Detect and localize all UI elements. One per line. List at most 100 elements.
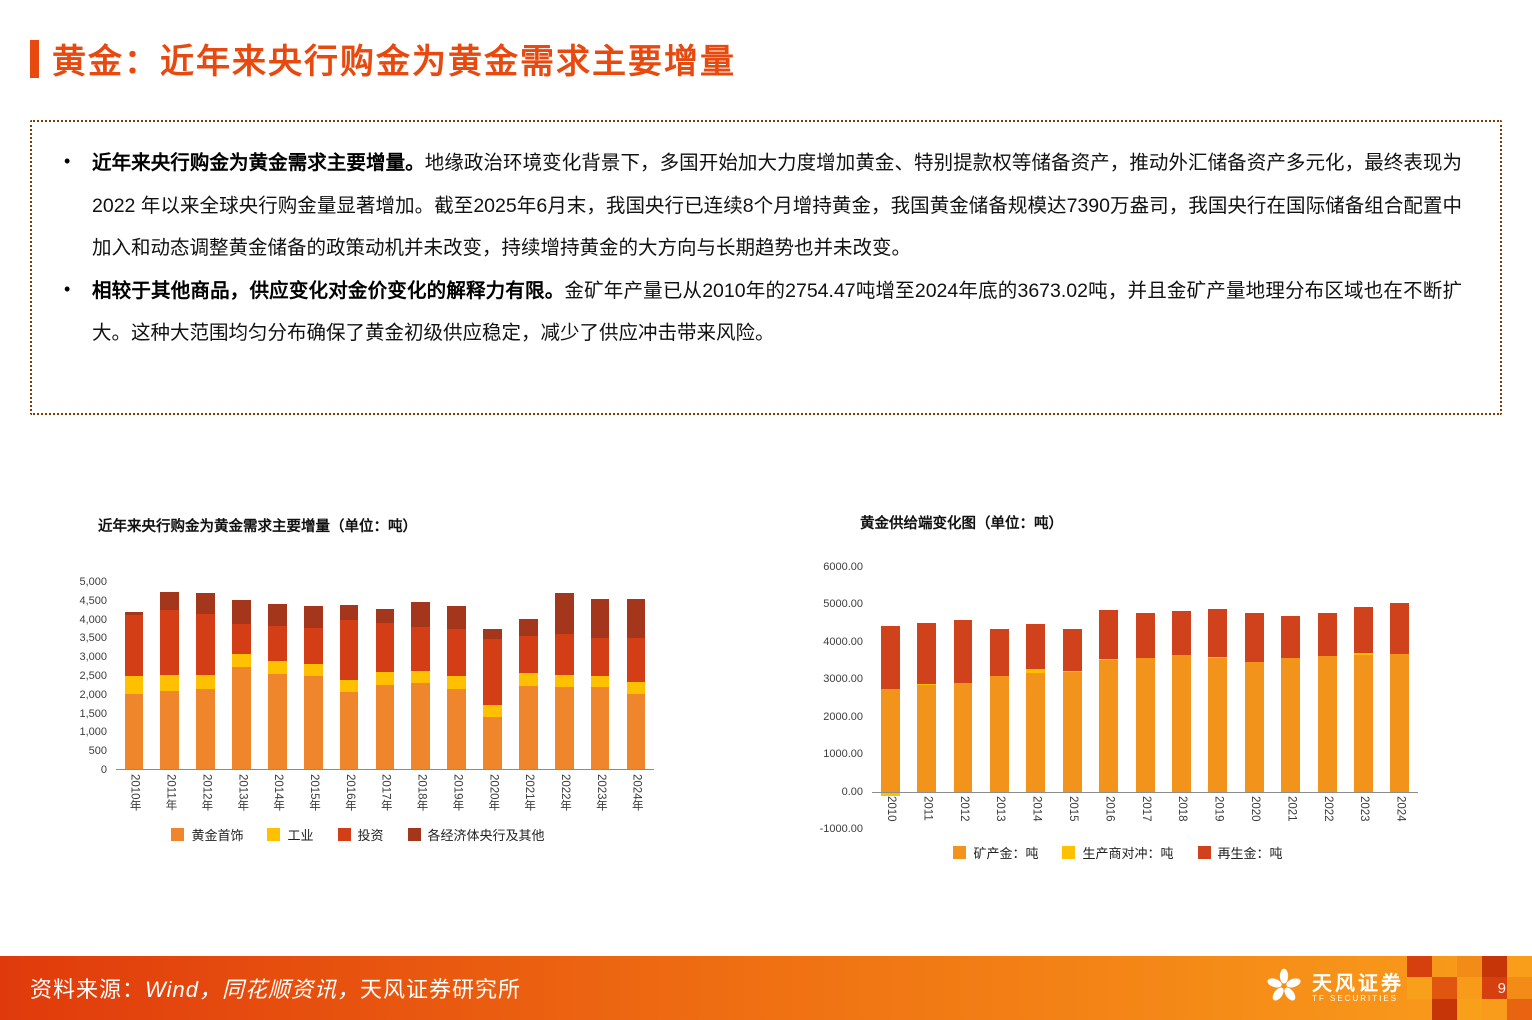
slide-header: 黄金：近年来央行购金为黄金需求主要增量 <box>30 34 736 83</box>
bar-segment <box>339 691 359 769</box>
bar-segment <box>196 614 215 675</box>
legend-swatch <box>337 828 351 842</box>
bar-segment <box>1208 656 1228 792</box>
y-tick-label: 1,500 <box>79 707 107 720</box>
bar-segment <box>626 694 646 769</box>
chart-legend: 黄金首饰 工业 投资 各经济体央行及其他 <box>62 825 654 844</box>
bar-2019 <box>1200 567 1236 829</box>
footer-mosaic-cell <box>1407 999 1432 1020</box>
chart-legend: 矿产金：吨 生产商对冲：吨 再生金：吨 <box>818 843 1418 862</box>
bar-2015年 <box>295 582 331 769</box>
bar-segment <box>303 676 323 769</box>
plot-wrap: 2010 2011 2012 2013 2014 2015 2016 2017 2018 2019… <box>872 567 1418 821</box>
x-tick-label: 2013 <box>994 795 1007 822</box>
bar-segment <box>1026 668 1046 673</box>
bar-segment <box>1317 613 1337 656</box>
bar-segment <box>1244 613 1264 662</box>
bars <box>872 567 1418 829</box>
bar-2010年 <box>116 582 152 769</box>
bar-segment <box>519 673 538 686</box>
bar-segment <box>339 679 359 692</box>
bar-2022年 <box>546 582 582 769</box>
bar-segment <box>232 653 251 668</box>
bar-segment <box>232 623 251 654</box>
y-tick-label: 1000.00 <box>823 748 863 761</box>
chart-title: 近年来央行购金为黄金需求主要增量（单位：吨） <box>98 519 417 535</box>
bar-2011年 <box>152 582 188 769</box>
y-tick-label: 2,000 <box>79 688 107 701</box>
bullet-marker: • <box>64 151 71 171</box>
bar-2024 <box>1382 567 1418 829</box>
bullet-item: • 相较于其他商品，供应变化对金价变化的解释力有限。金矿年产量已从2010年的2… <box>56 270 1462 355</box>
gold-demand-chart: 近年来央行购金为黄金需求主要增量（单位：吨） 5,000 4,500 4,000 3,… <box>62 515 654 844</box>
brand-name: 天风证券 <box>1312 972 1404 995</box>
y-tick-label: 3000.00 <box>823 673 863 686</box>
footer-mosaic-cell <box>1482 977 1507 999</box>
bar-segment <box>375 684 395 769</box>
bar-segment <box>411 602 431 627</box>
bar-segment <box>483 716 502 769</box>
y-tick-label: 5,000 <box>79 576 107 588</box>
legend-item: 投资 <box>337 825 384 844</box>
legend-swatch <box>1062 846 1076 859</box>
x-tick-label: 2020年 <box>487 774 500 812</box>
footer-mosaic-cell <box>1432 956 1457 977</box>
bar-segment <box>1099 660 1119 792</box>
bar-segment <box>447 606 466 629</box>
y-tick-label: 1,000 <box>79 726 107 739</box>
x-tick-label: 2023 <box>1358 795 1371 822</box>
bar-segment <box>626 681 646 695</box>
bar-segment <box>1281 615 1301 659</box>
bar-segment <box>953 683 973 792</box>
x-tick-label: 2011 <box>921 795 934 821</box>
footer-mosaic-cell <box>1457 956 1482 978</box>
bar-segment <box>1099 610 1119 659</box>
bar-2010 <box>872 567 908 829</box>
bar-segment <box>519 618 538 636</box>
bar-2021 <box>1272 567 1308 829</box>
x-axis: 2010年 2011年 2012年 2013年 2014年 2015年 2016年 2017年… <box>116 774 654 811</box>
bar-segment <box>590 687 610 769</box>
legend-label: 各经济体央行及其他 <box>427 828 545 844</box>
x-tick-label: 2021 <box>1285 795 1298 822</box>
bar-segment <box>554 675 574 687</box>
y-tick-label: -1000.00 <box>819 823 863 835</box>
bar-segment <box>1354 655 1373 792</box>
bar-segment <box>124 693 144 769</box>
x-tick-label: 2016年 <box>343 774 356 812</box>
legend-swatch <box>171 828 185 842</box>
y-tick-label: 4000.00 <box>823 635 863 648</box>
bars <box>116 582 654 769</box>
bar-2017年 <box>367 582 403 769</box>
bullet-body: 地缘政治环境变化背景下，多国开始加大力度增加黄金、特别提款权等储备资产，推动外汇… <box>92 152 1462 259</box>
bar-segment <box>375 608 395 623</box>
chart-body: 6000.00 5000.00 4000.00 3000.00 2000.00 1000.… <box>818 561 1418 835</box>
x-tick-label: 2022 <box>1321 795 1334 822</box>
x-tick-label: 2013年 <box>236 774 249 812</box>
x-tick-label: 2015年 <box>307 774 320 812</box>
x-tick-label: 2011年 <box>164 774 177 811</box>
y-tick-label: 3,500 <box>79 632 107 645</box>
legend-label: 矿产金：吨 <box>973 846 1039 861</box>
x-tick-label: 2014年 <box>272 774 285 812</box>
bar-segment <box>554 593 574 634</box>
bullet-text: 近年来央行购金为黄金需求主要增量。地缘政治环境变化背景下，多国开始加大力度增加黄… <box>92 142 1462 270</box>
bar-segment <box>268 673 287 769</box>
bar-2014 <box>1018 567 1054 829</box>
bar-segment <box>1208 608 1228 657</box>
x-tick-label: 2012 <box>957 795 970 822</box>
footer-mosaic-cell <box>1407 956 1432 978</box>
bar-2019年 <box>439 582 475 769</box>
footer-mosaic-cell <box>1407 977 1432 999</box>
x-tick-label: 2018 <box>1176 795 1189 822</box>
x-tick-label: 2022年 <box>558 774 571 812</box>
y-tick-label: 3,000 <box>79 651 107 664</box>
x-tick-label: 2024 <box>1394 795 1407 822</box>
tf-flower-icon <box>1266 968 1302 1009</box>
legend-item: 工业 <box>267 825 314 844</box>
plot-area <box>872 567 1418 829</box>
x-tick-label: 2020 <box>1249 795 1262 822</box>
bar-segment <box>1281 658 1301 792</box>
page-title: 黄金：近年来央行购金为黄金需求主要增量 <box>52 43 736 81</box>
footer-mosaic-cell <box>1507 998 1532 1020</box>
